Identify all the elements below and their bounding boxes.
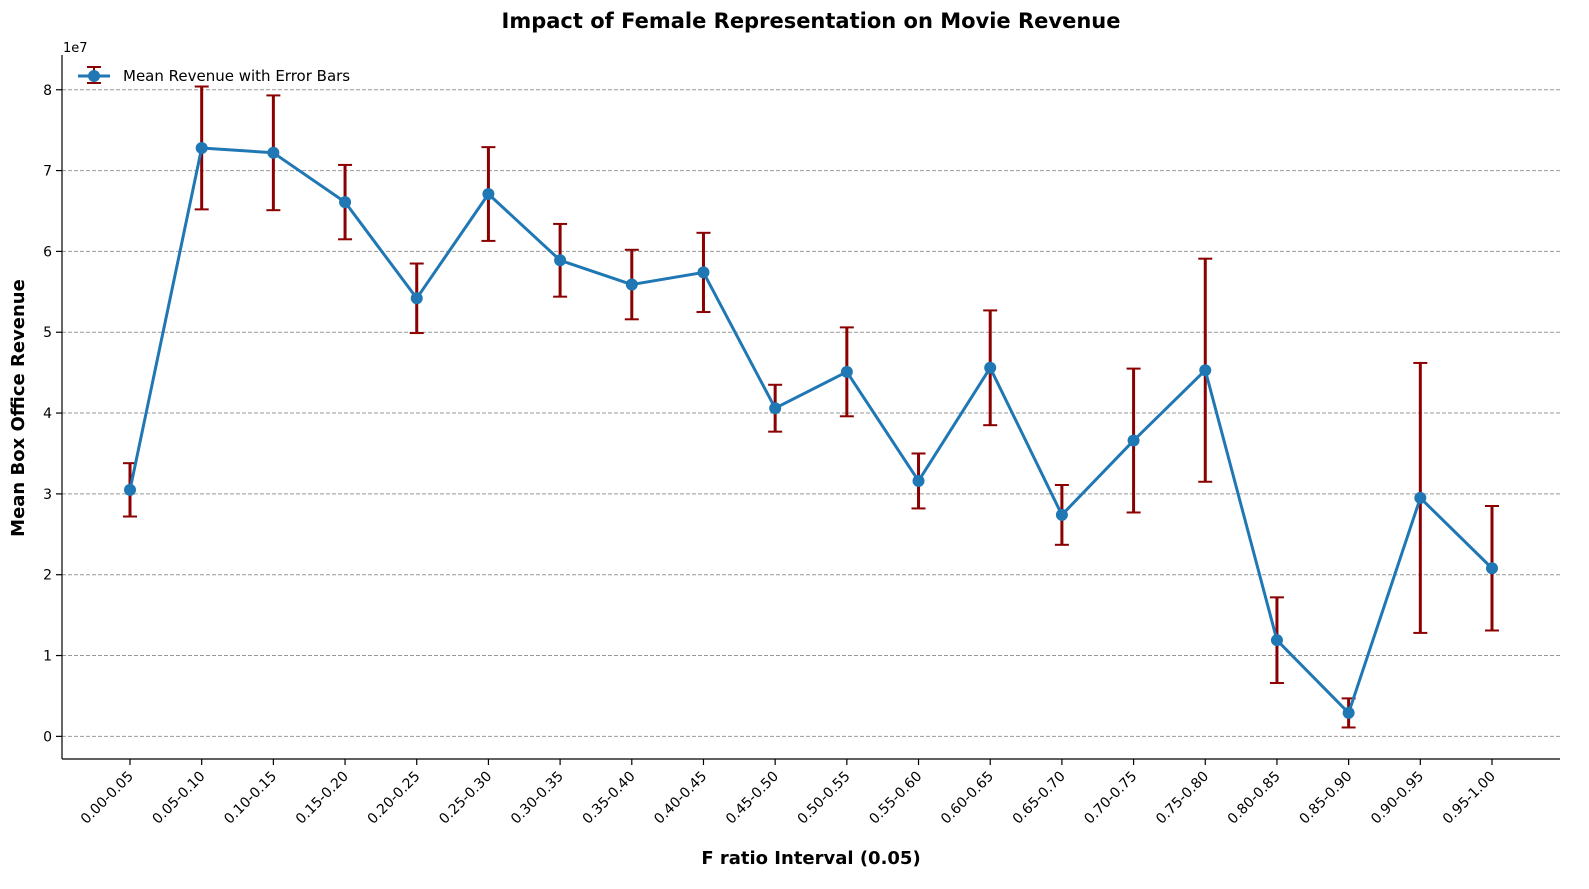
data-point [1270,634,1283,647]
data-points [124,141,1498,719]
data-point [912,474,925,487]
x-axis-label: F ratio Interval (0.05) [701,848,920,869]
legend-marker-sample [88,70,100,82]
data-point [554,254,567,267]
data-point [1414,491,1427,504]
x-tick-label: 0.45-0.50 [723,769,782,828]
y-tick-label: 1 [43,649,52,665]
x-tick-label: 0.10-0.15 [221,769,280,828]
legend-label: Mean Revenue with Error Bars [123,67,350,85]
x-tick-label: 0.60-0.65 [938,769,997,828]
x-tick-label: 0.00-0.05 [78,769,137,828]
x-tick-label: 0.35-0.40 [580,769,639,828]
x-tick-label: 0.75-0.80 [1153,769,1212,828]
data-point [697,266,710,279]
x-tick-label: 0.40-0.45 [651,769,710,828]
x-tick-label: 0.30-0.35 [508,769,567,828]
data-point [410,292,423,305]
data-point [482,188,495,201]
x-ticks: 0.00-0.05 0.05-0.10 0.10-0.15 0.15-0.20 0.20… [78,759,1499,827]
x-tick-label: 0.55-0.60 [866,769,925,828]
legend: Mean Revenue with Error Bars [78,66,350,85]
x-tick-label: 0.85-0.90 [1296,769,1355,828]
y-tick-label: 8 [43,83,52,99]
error-bars [123,85,1499,729]
y-tick-label: 3 [43,487,52,503]
x-tick-label: 0.05-0.10 [150,769,209,828]
data-point [1127,434,1140,447]
data-point [1486,562,1498,575]
y-tick-label: 7 [43,164,52,180]
y-ticks: 0 1 2 3 4 5 6 7 8 [43,83,62,745]
data-point [1199,364,1212,377]
y-multiplier-label: 1e7 [63,41,88,56]
data-point [124,483,136,496]
chart-title: Impact of Female Representation on Movie… [502,9,1121,33]
data-point [267,146,280,159]
x-tick-label: 0.25-0.30 [436,769,495,828]
y-tick-label: 5 [43,325,52,341]
x-tick-label: 0.50-0.55 [795,769,854,828]
x-tick-label: 0.20-0.25 [365,769,424,828]
y-tick-label: 0 [43,729,52,745]
data-point [840,365,853,378]
x-tick-label: 0.95-1.00 [1440,769,1499,828]
data-point [1342,706,1355,719]
y-axis-label: Mean Box Office Revenue [8,279,29,537]
data-point [1055,508,1068,521]
y-tick-label: 2 [43,568,52,584]
axes [61,55,1560,760]
gridlines [62,89,1560,737]
x-tick-label: 0.90-0.95 [1368,769,1427,828]
x-tick-label: 0.80-0.85 [1225,769,1284,828]
data-point [984,361,997,374]
data-point [625,278,638,291]
data-point [769,402,782,415]
data-point [339,196,352,209]
y-tick-label: 4 [43,406,52,422]
series-line [128,146,1494,715]
x-tick-label: 0.70-0.75 [1081,769,1140,828]
y-tick-label: 6 [43,244,52,260]
x-tick-label: 0.65-0.70 [1010,769,1069,828]
data-point [195,141,208,154]
x-tick-label: 0.15-0.20 [293,769,352,828]
